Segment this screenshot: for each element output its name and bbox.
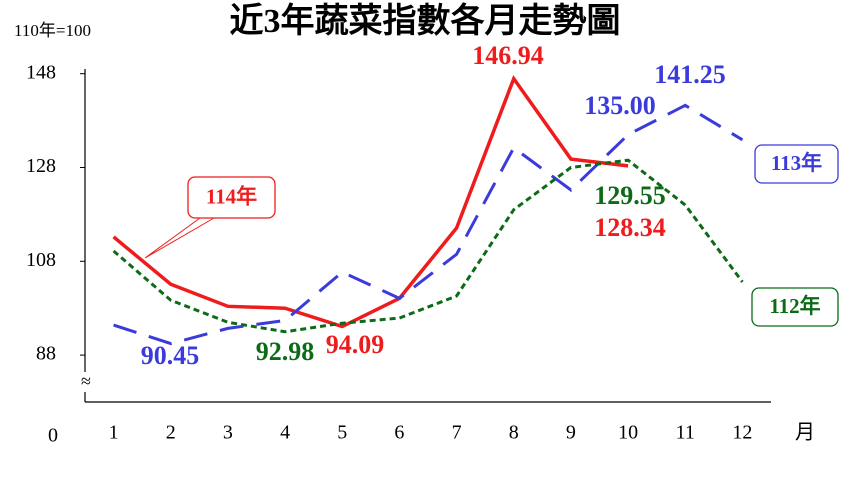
legend-box <box>187 176 276 219</box>
x-tick-label: 12 <box>732 422 752 444</box>
x-tick-label: 1 <box>109 422 119 444</box>
data-label: 135.00 <box>584 91 656 120</box>
y-tick-label: 88 <box>36 343 56 365</box>
legend-callout <box>144 217 215 259</box>
y-tick-label: 108 <box>26 249 56 271</box>
data-label: 128.34 <box>594 213 666 242</box>
legend-label: 112年 <box>769 294 820 318</box>
data-label: 90.45 <box>141 341 200 370</box>
x-tick-label: 8 <box>509 422 519 444</box>
x-tick-label: 11 <box>676 422 695 444</box>
legend-box <box>754 144 839 184</box>
legend-box <box>751 287 839 327</box>
x-tick-label: 3 <box>223 422 233 444</box>
data-label: 92.98 <box>256 337 315 366</box>
unit-note: 110年=100 <box>14 21 91 40</box>
y-tick-label: 128 <box>26 155 56 177</box>
series-line <box>112 158 744 334</box>
data-label: 94.09 <box>326 330 385 359</box>
x-tick-label: 2 <box>166 422 176 444</box>
x-tick-label: 7 <box>452 422 462 444</box>
series-line <box>112 74 629 329</box>
y-tick-label: 148 <box>26 61 56 83</box>
legend-label: 114年 <box>206 184 257 208</box>
x-axis-label: 月 <box>795 422 815 444</box>
legend-label: 113年 <box>771 151 822 175</box>
x-tick-label: 10 <box>618 422 638 444</box>
data-label: 129.55 <box>594 181 666 210</box>
y-break-label: 0 <box>48 425 58 447</box>
x-tick-label: 6 <box>394 422 404 444</box>
data-label: 146.94 <box>472 41 544 70</box>
x-tick-label: 5 <box>337 422 347 444</box>
series-line <box>113 103 744 346</box>
data-label: 141.25 <box>654 60 726 89</box>
chart-title: 近3年蔬菜指數各月走勢圖 <box>230 1 621 40</box>
x-tick-label: 9 <box>566 422 576 444</box>
x-tick-label: 4 <box>280 422 290 444</box>
y-break-symbol: ≈ <box>81 371 91 391</box>
